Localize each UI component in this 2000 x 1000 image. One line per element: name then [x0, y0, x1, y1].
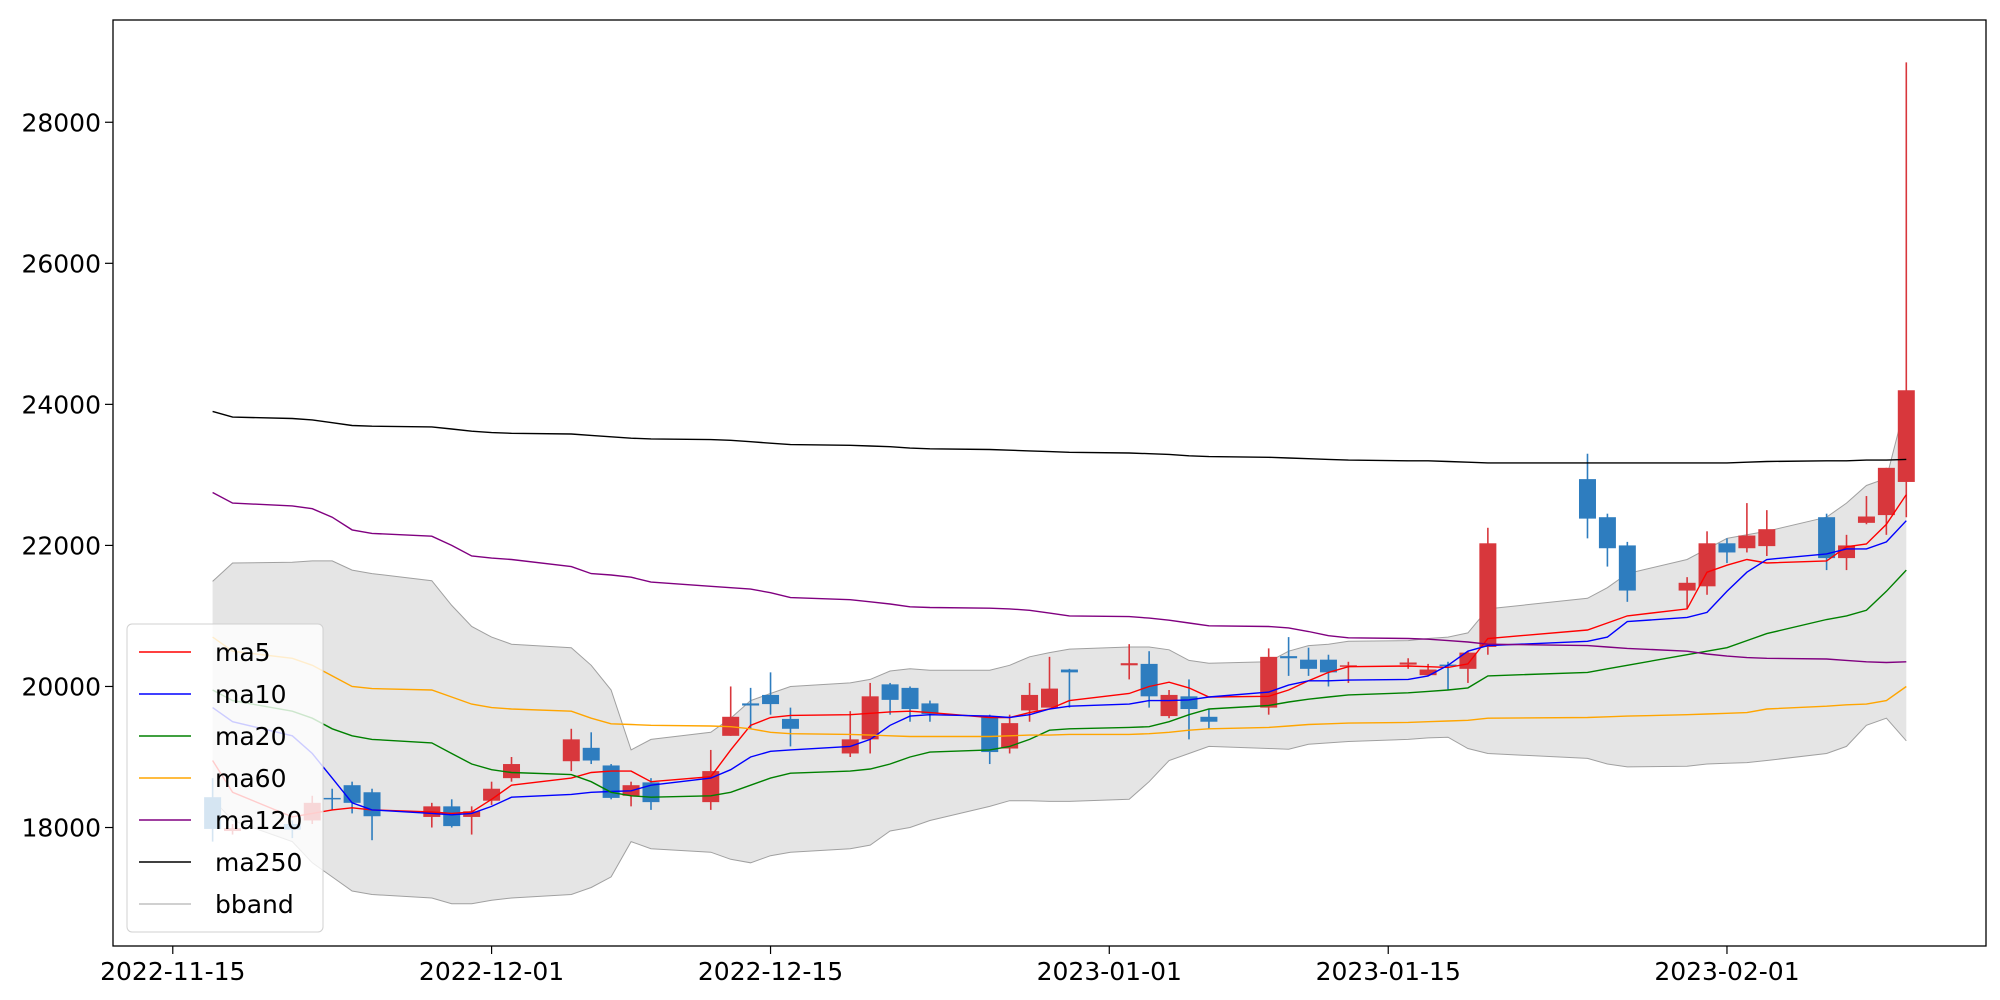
candle-body: [1598, 517, 1616, 549]
candle-body: [901, 687, 919, 710]
ma-line: [212, 636, 1907, 738]
legend-label: ma5: [215, 638, 271, 667]
candle-body: [343, 785, 361, 803]
y-tick-label: 28000: [21, 108, 101, 137]
candle-body: [323, 797, 341, 800]
x-tick-label: 2023-01-01: [1037, 957, 1182, 986]
candle-body: [1618, 545, 1636, 591]
legend-label: ma60: [215, 764, 286, 793]
candle-body: [981, 716, 999, 753]
candle-body: [1280, 656, 1298, 659]
x-tick-label: 2022-12-15: [698, 957, 843, 986]
legend-label: ma20: [215, 722, 286, 751]
candle-body: [1738, 535, 1756, 549]
ma-line: [212, 410, 1907, 464]
candle-body: [1419, 669, 1437, 676]
candle-body: [1120, 663, 1138, 666]
legend-label: ma120: [215, 806, 302, 835]
candle-body: [1399, 662, 1417, 665]
ma-line: [212, 491, 1907, 664]
candle-body: [1857, 516, 1875, 523]
candle-body: [562, 739, 580, 762]
candle-body: [1021, 694, 1039, 711]
candle-body: [1140, 663, 1158, 697]
legend-label: ma10: [215, 680, 286, 709]
candle-body: [1180, 696, 1198, 710]
x-tick-label: 2022-12-01: [419, 957, 564, 986]
band-lower: [212, 717, 1907, 905]
y-tick-label: 26000: [21, 249, 101, 278]
band-fill: [212, 400, 1907, 904]
x-tick-label: 2022-11-15: [100, 957, 245, 986]
candle-body: [1578, 479, 1596, 519]
candle-body: [781, 718, 799, 729]
x-tick-label: 2023-01-15: [1316, 957, 1461, 986]
y-tick-label: 18000: [21, 814, 101, 843]
candle-body: [921, 703, 939, 714]
x-tick-label: 2023-02-01: [1654, 957, 1799, 986]
candle-body: [1897, 390, 1915, 482]
legend-box: [126, 623, 324, 933]
y-tick-label: 22000: [21, 531, 101, 560]
y-tick-label: 24000: [21, 390, 101, 419]
candle-body: [861, 696, 879, 740]
candle-body: [363, 792, 381, 817]
candle-body: [1060, 669, 1078, 673]
legend-label: ma250: [215, 848, 302, 877]
candle-body: [503, 764, 521, 779]
candle-body: [1160, 694, 1178, 717]
candle-body: [1260, 656, 1278, 708]
candle-body: [1479, 543, 1497, 647]
candle-body: [582, 747, 600, 761]
candle-body: [1758, 529, 1776, 547]
band-upper: [212, 400, 1907, 751]
candle-body: [1698, 543, 1716, 587]
candle-body: [881, 684, 899, 700]
candle-body: [443, 806, 461, 827]
ma-line: [212, 520, 1907, 816]
legend-label: bband: [215, 890, 294, 919]
candle-body: [1041, 688, 1058, 708]
candle-body: [1319, 659, 1337, 673]
candle-body: [483, 788, 501, 801]
candle-body: [1678, 582, 1696, 591]
candle-body: [762, 694, 780, 705]
candle-body: [1877, 467, 1895, 516]
candle-body: [1200, 716, 1218, 722]
legend: ma5 ma10 ma20 ma60 ma120 ma250 bband: [126, 623, 324, 933]
y-tick-label: 20000: [21, 672, 101, 701]
candle-body: [1300, 659, 1318, 669]
plot-area: [204, 62, 1915, 905]
candle-body: [742, 703, 760, 706]
candle-body: [1718, 543, 1736, 553]
candle-body: [463, 811, 481, 817]
ma-line: [212, 494, 1907, 818]
plot-frame: [112, 19, 1987, 947]
candle-body: [1818, 517, 1836, 559]
